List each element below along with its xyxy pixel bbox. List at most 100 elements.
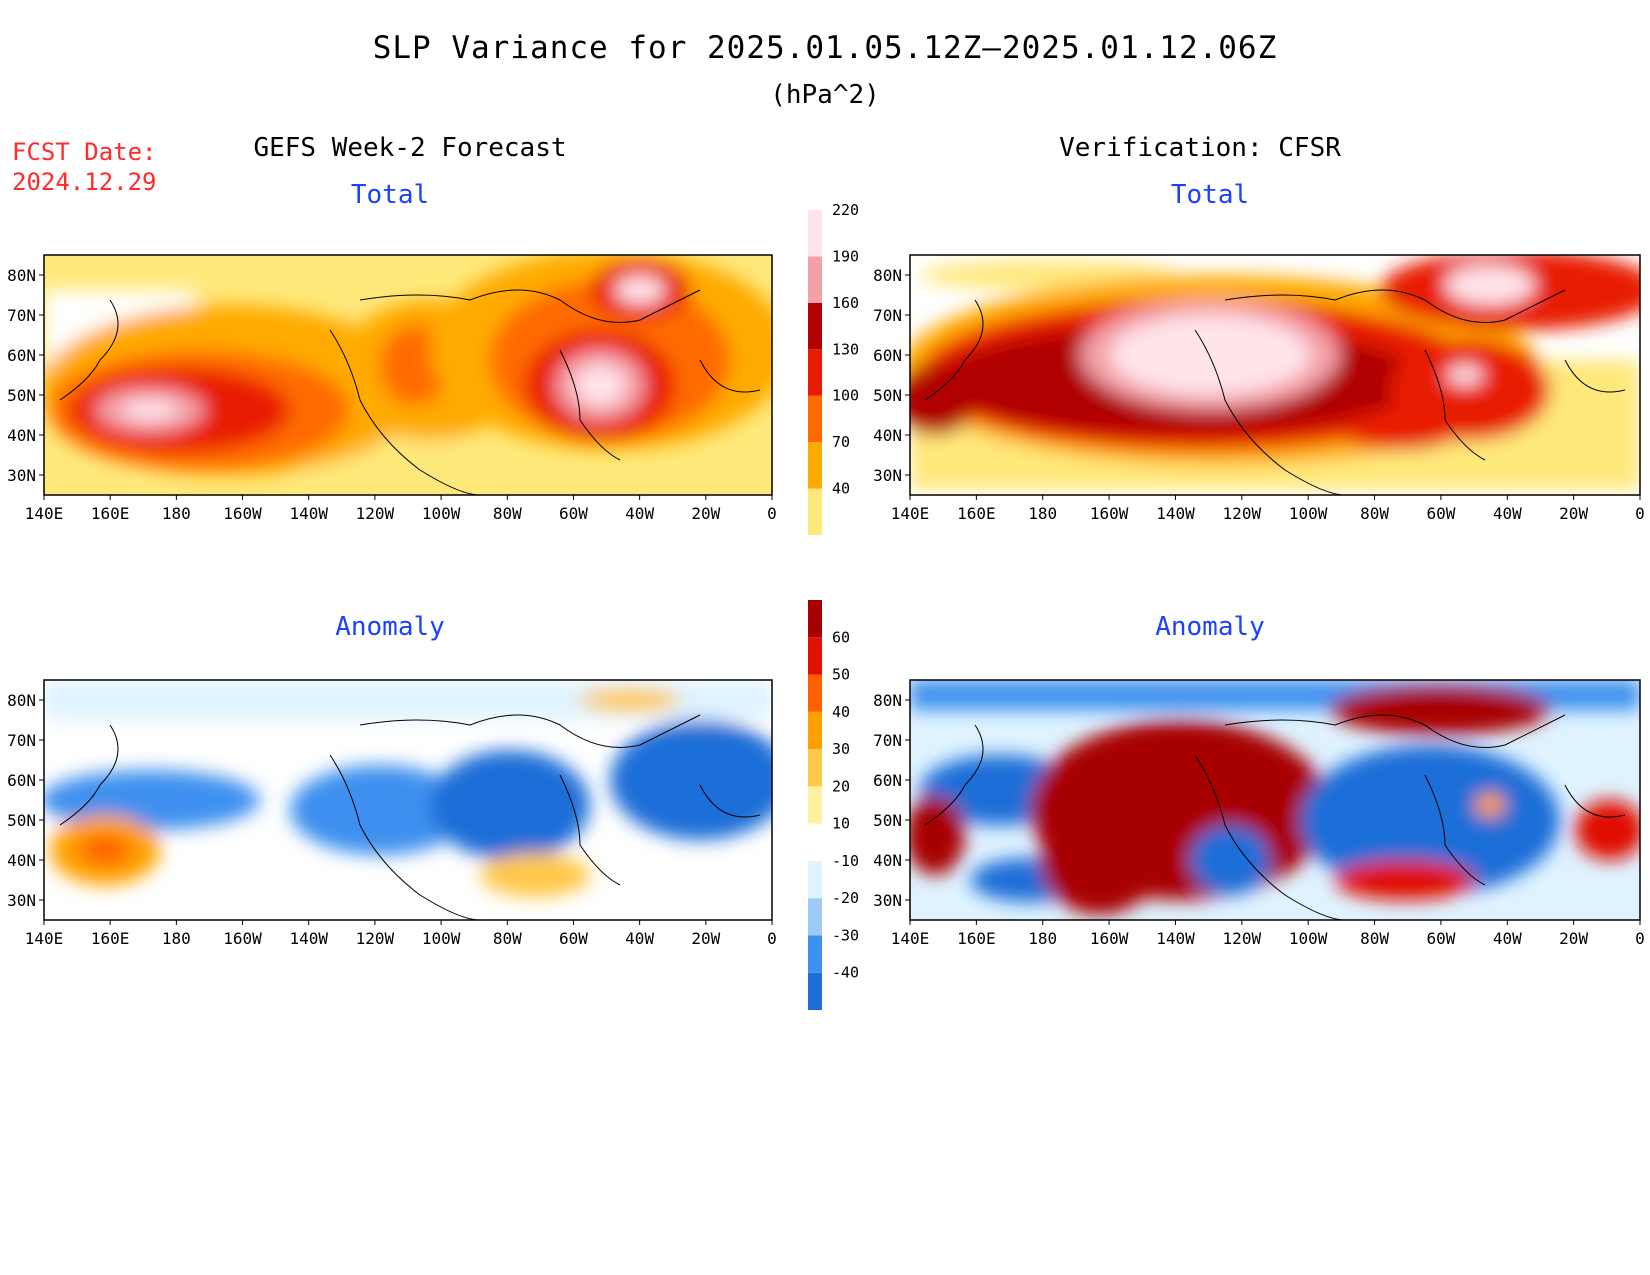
lon-tick-label-verification-total: 160E <box>957 504 996 523</box>
colorbar-anomaly-swatch <box>808 898 822 936</box>
left-header: GEFS Week-2 Forecast <box>253 133 567 163</box>
lon-tick-label-verification-anomaly: 100W <box>1289 929 1328 948</box>
main-title: SLP Variance for 2025.01.05.12Z–2025.01.… <box>372 30 1278 66</box>
lon-tick-label-forecast-total: 100W <box>422 504 461 523</box>
lat-tick-label-verification-total: 30N <box>873 466 902 485</box>
lon-tick-label-forecast-total: 40W <box>625 504 654 523</box>
colorbar-total-swatch <box>808 256 822 303</box>
lon-tick-label-forecast-total: 120W <box>356 504 395 523</box>
colorbar-anomaly-swatch <box>808 711 822 750</box>
lon-tick-label-forecast-anomaly: 140E <box>25 929 64 948</box>
lat-tick-label-forecast-total: 60N <box>7 346 36 365</box>
colorbar-anomaly-swatch <box>808 935 822 973</box>
lon-tick-label-forecast-anomaly: 20W <box>691 929 720 948</box>
lon-tick-label-forecast-anomaly: 160E <box>91 929 130 948</box>
lon-tick-label-verification-total: 160W <box>1090 504 1129 523</box>
colorbar-anomaly-label: 40 <box>832 703 850 721</box>
colorbar-total-label: 160 <box>832 294 859 312</box>
fcst-date-block: FCST Date: 2024.12.29 <box>12 137 157 197</box>
colorbar-anomaly-swatch <box>808 600 822 638</box>
lon-tick-label-forecast-total: 80W <box>493 504 522 523</box>
lat-tick-label-verification-anomaly: 80N <box>873 691 902 710</box>
lon-tick-label-verification-total: 180 <box>1028 504 1057 523</box>
lat-tick-label-verification-total: 70N <box>873 306 902 325</box>
panel-verification-anomaly-frame <box>909 679 1641 921</box>
lon-tick-label-verification-total: 80W <box>1360 504 1389 523</box>
colorbar-anomaly-label: 50 <box>832 666 850 684</box>
lat-tick-label-forecast-total: 40N <box>7 426 36 445</box>
colorbar-total-swatch <box>808 395 822 443</box>
lon-tick-label-verification-total: 20W <box>1559 504 1588 523</box>
colorbar-total-label: 70 <box>832 433 850 451</box>
colorbar-anomaly-swatch <box>808 674 822 712</box>
colorbar-anomaly-label: 30 <box>832 740 850 758</box>
lon-tick-label-forecast-total: 160E <box>91 504 130 523</box>
lat-tick-label-verification-anomaly: 70N <box>873 731 902 750</box>
lat-tick-label-forecast-total: 30N <box>7 466 36 485</box>
lon-tick-label-verification-anomaly: 160W <box>1090 929 1129 948</box>
colorbar-anomaly-label: -30 <box>832 926 859 944</box>
colorbar-total-swatch <box>808 442 822 489</box>
lon-tick-label-verification-anomaly: 180 <box>1028 929 1057 948</box>
lat-tick-label-verification-total: 80N <box>873 266 902 285</box>
lon-tick-label-forecast-total: 140W <box>289 504 328 523</box>
colorbar-total-label: 100 <box>832 387 859 405</box>
colorbar-total-label: 190 <box>832 247 859 265</box>
lat-tick-label-verification-anomaly: 60N <box>873 771 902 790</box>
lon-tick-label-forecast-total: 60W <box>559 504 588 523</box>
colorbar-anomaly-swatch <box>808 972 822 1010</box>
lat-tick-label-verification-total: 60N <box>873 346 902 365</box>
main-units: (hPa^2) <box>770 80 880 110</box>
colorbar-total-swatch <box>808 210 822 257</box>
lon-tick-label-forecast-total: 140E <box>25 504 64 523</box>
lon-tick-label-forecast-anomaly: 120W <box>356 929 395 948</box>
lon-tick-label-verification-anomaly: 20W <box>1559 929 1588 948</box>
lon-tick-label-forecast-total: 0 <box>767 504 777 523</box>
lon-tick-label-verification-total: 140E <box>891 504 930 523</box>
lat-tick-label-verification-total: 50N <box>873 386 902 405</box>
colorbar-total-label: 220 <box>832 201 859 219</box>
lon-tick-label-verification-anomaly: 160E <box>957 929 996 948</box>
lon-tick-label-verification-total: 100W <box>1289 504 1328 523</box>
lat-tick-label-verification-anomaly: 40N <box>873 851 902 870</box>
panel-forecast-anomaly <box>44 680 772 920</box>
colorbar-anomaly-swatch <box>808 786 822 824</box>
lon-tick-label-verification-anomaly: 80W <box>1360 929 1389 948</box>
lon-tick-label-verification-anomaly: 60W <box>1426 929 1455 948</box>
axis-ticks: 80N 70N 60N 50N 40N 30N 140E 160E 180 160W 140W 120… <box>7 266 1645 948</box>
lon-tick-label-verification-total: 40W <box>1493 504 1522 523</box>
panel-verification-total-frame <box>909 254 1641 496</box>
lon-tick-label-forecast-total: 20W <box>691 504 720 523</box>
colorbar-anomaly-swatch <box>808 860 822 899</box>
lon-tick-label-verification-anomaly: 40W <box>1493 929 1522 948</box>
lat-tick-label-forecast-total: 80N <box>7 266 36 285</box>
panel-verification-anomaly <box>910 680 1640 920</box>
fcst-date: 2024.12.29 <box>12 168 157 196</box>
left-total-label: Total <box>350 180 430 210</box>
fcst-label: FCST Date: <box>12 138 157 166</box>
lat-tick-label-forecast-anomaly: 70N <box>7 731 36 750</box>
lat-tick-label-forecast-anomaly: 30N <box>7 891 36 910</box>
lon-tick-label-verification-total: 120W <box>1223 504 1262 523</box>
lat-tick-label-forecast-anomaly: 80N <box>7 691 36 710</box>
lon-tick-label-verification-anomaly: 140E <box>891 929 930 948</box>
lon-tick-label-verification-anomaly: 140W <box>1156 929 1195 948</box>
lat-tick-label-verification-anomaly: 30N <box>873 891 902 910</box>
colorbar-anomaly-swatch <box>808 749 822 787</box>
lat-tick-label-verification-anomaly: 50N <box>873 811 902 830</box>
colorbar-total-swatch <box>808 349 822 396</box>
colorbar-anomaly-label: -40 <box>832 964 859 982</box>
colorbar-total: 40 70 100 130 160 190 220 <box>808 201 859 535</box>
left-anomaly-label: Anomaly <box>335 612 445 642</box>
lon-tick-label-forecast-anomaly: 40W <box>625 929 654 948</box>
panel-forecast-total-frame <box>43 254 773 496</box>
lat-tick-label-forecast-anomaly: 50N <box>7 811 36 830</box>
colorbar-anomaly-label: -20 <box>832 889 859 907</box>
colorbar-anomaly-label: -10 <box>832 852 859 870</box>
lat-tick-label-forecast-total: 70N <box>7 306 36 325</box>
right-total-label: Total <box>1170 180 1250 210</box>
panel-forecast-anomaly-frame <box>43 679 773 921</box>
lat-tick-label-forecast-total: 50N <box>7 386 36 405</box>
lon-tick-label-forecast-anomaly: 140W <box>289 929 328 948</box>
